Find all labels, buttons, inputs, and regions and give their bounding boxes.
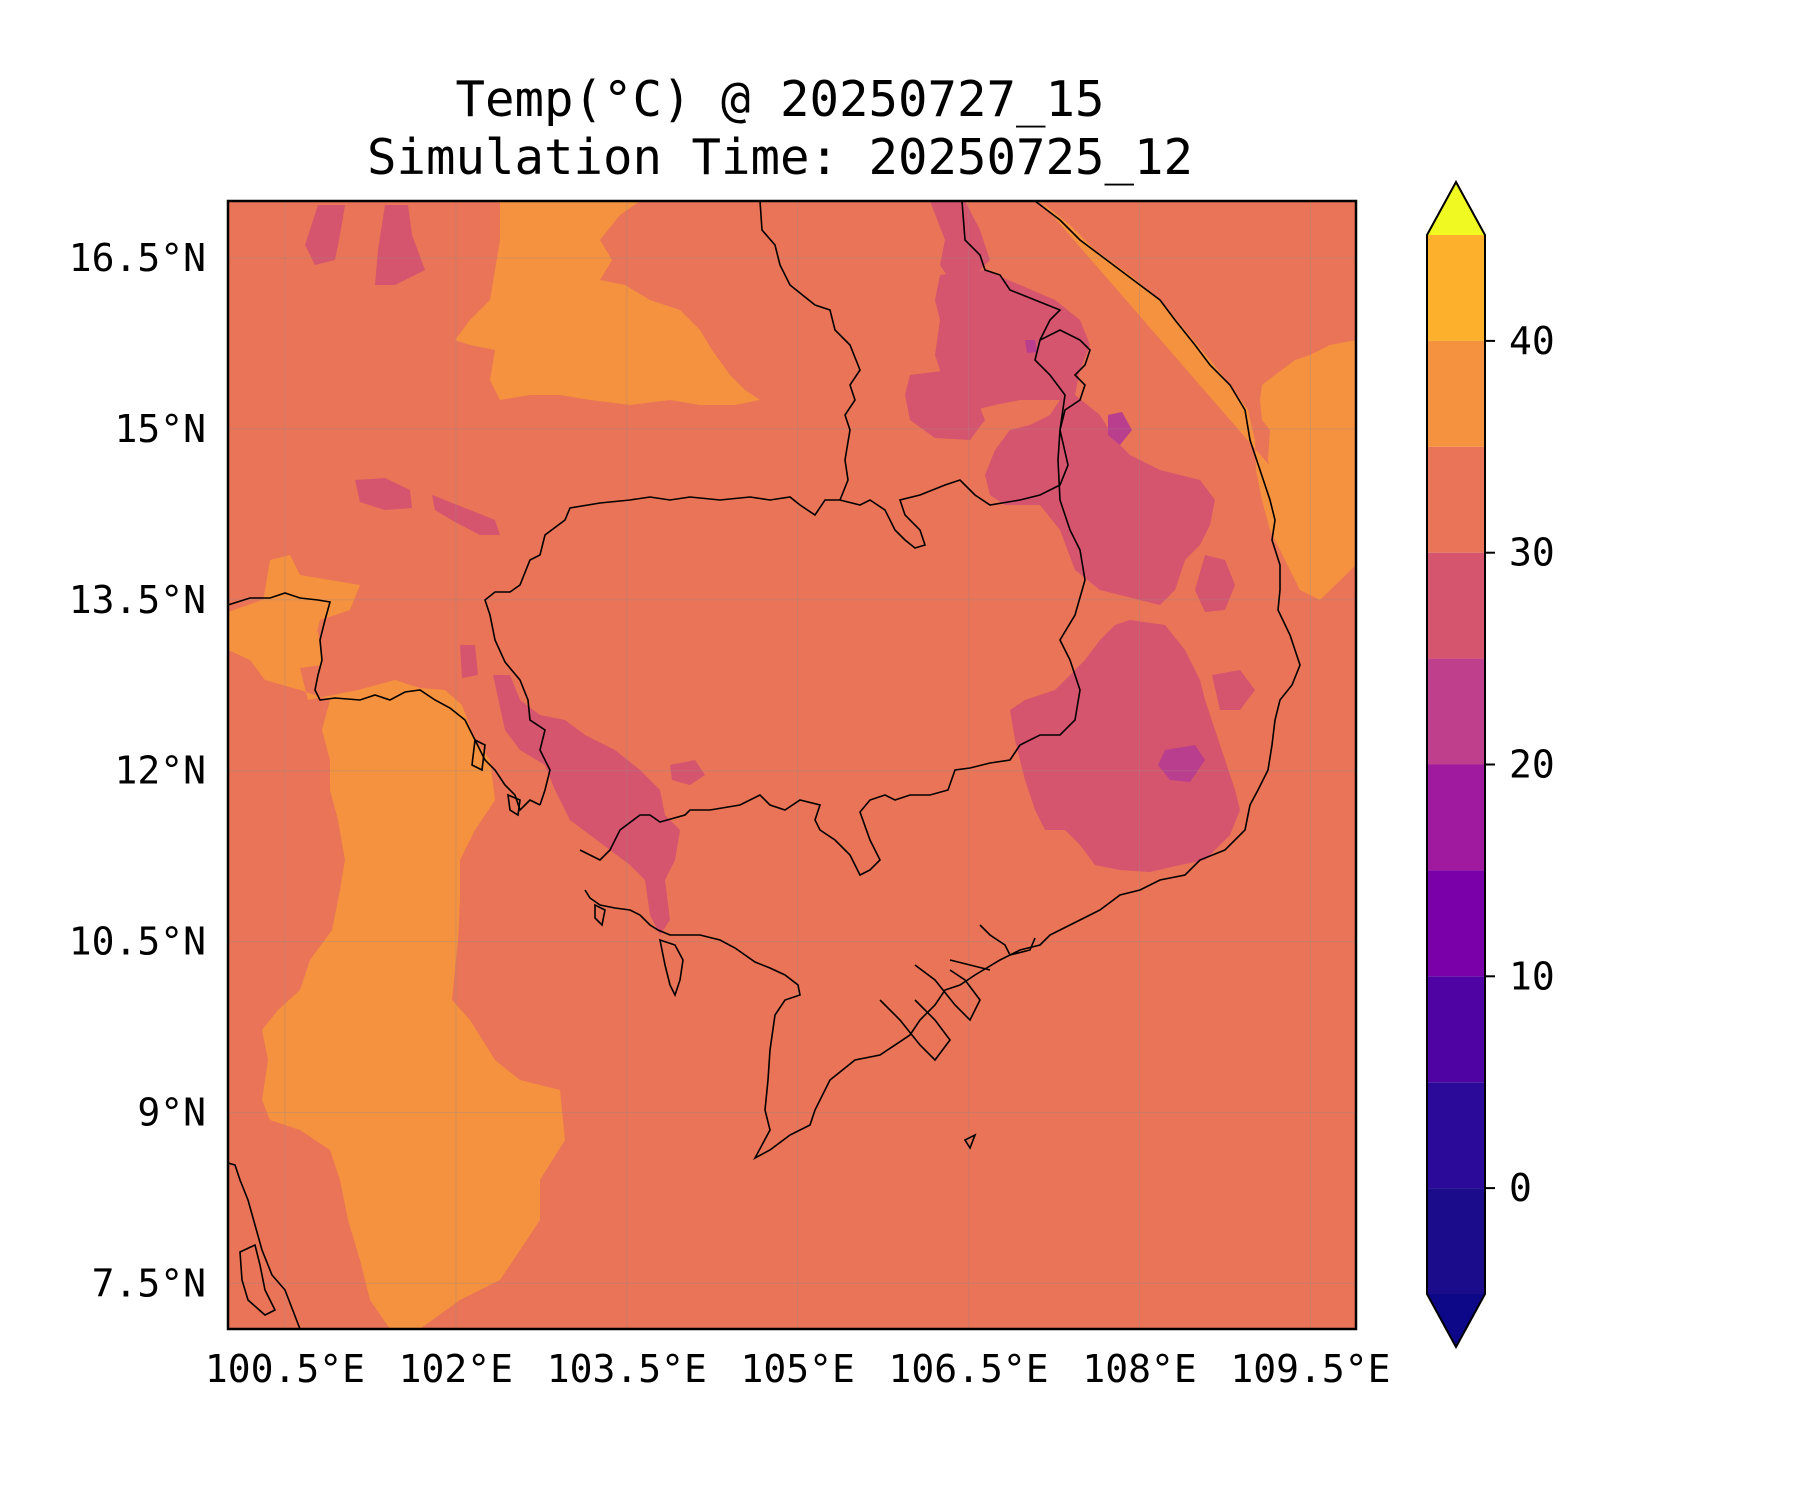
y-tick-label: 10.5°N: [69, 920, 206, 964]
colorbar-tick-label: 0: [1509, 1166, 1532, 1210]
x-tick-label: 109.5°E: [1230, 1347, 1390, 1391]
cool-region-north-3: [930, 201, 990, 280]
x-tick-label: 103.5°E: [547, 1347, 707, 1391]
cool-region-central-highlands: [935, 270, 1215, 605]
x-tick-label: 108°E: [1082, 1347, 1196, 1391]
cool-region-cardamom: [493, 675, 680, 935]
x-tick-label: 102°E: [399, 1347, 513, 1391]
cambodia-border: [484, 329, 1091, 877]
laos-vietnam-border: [961, 201, 1062, 341]
chart-title-line-1: Temp(°C) @ 20250727_15: [455, 71, 1105, 128]
thailand-gulf-islands: [471, 738, 606, 927]
cool-region-west-streak: [432, 495, 500, 535]
warm-region-south-china-sea: [1040, 201, 1356, 600]
x-tick-label: 105°E: [741, 1347, 855, 1391]
cool-region-southern-highlands: [1010, 620, 1240, 872]
x-tick-label: 106.5°E: [889, 1347, 1049, 1391]
warm-region-thailand-north: [455, 201, 760, 405]
cold-region-peak-3: [1025, 340, 1037, 353]
colorbar-segment: [1427, 976, 1485, 1083]
warm-region-gulf-west: [228, 598, 565, 1329]
y-tick-label: 12°N: [114, 749, 206, 793]
malay-island: [239, 1243, 277, 1316]
cool-region-north-2: [375, 205, 425, 285]
chart-title-line-2: Simulation Time: 20250725_12: [366, 129, 1193, 186]
colorbar-segment: [1427, 658, 1485, 765]
colorbar-segment: [1427, 552, 1485, 659]
x-axis: 100.5°E 102°E 103.5°E 105°E 106.5°E 108°E 109.…: [205, 1347, 1391, 1391]
colorbar-segment: [1427, 1082, 1485, 1189]
con-dao-island: [963, 1133, 977, 1150]
colorbar-tick-label: 40: [1509, 319, 1555, 363]
colorbar-segment: [1427, 1188, 1485, 1294]
y-tick-label: 9°N: [137, 1091, 206, 1135]
y-tick-label: 7.5°N: [92, 1261, 206, 1305]
thailand-laos-border: [759, 201, 861, 501]
colorbar-segment: [1427, 340, 1485, 447]
y-tick-label: 16.5°N: [69, 236, 206, 280]
colorbar: 0 10 20 30 40: [1426, 179, 1555, 1350]
cold-region-peak-1: [1108, 412, 1132, 445]
y-axis: 16.5°N 15°N 13.5°N 12°N 10.5°N 9°N 7.5°N: [69, 236, 206, 1305]
map-frame-border: [226, 199, 1358, 1331]
phu-quoc-island: [658, 938, 684, 998]
warm-region-small-west: [260, 555, 360, 665]
coastlines-and-borders: [228, 201, 1301, 1329]
cold-region-peak-2: [1158, 745, 1205, 782]
colorbar-extend-min: [1427, 1294, 1485, 1347]
map-plot-area: [228, 201, 1356, 1329]
colorbar-extend-max: [1427, 182, 1485, 235]
x-tick-label: 100.5°E: [205, 1347, 365, 1391]
cool-region-spot-1: [460, 645, 478, 678]
malay-coast: [228, 1162, 301, 1329]
y-tick-label: 15°N: [114, 407, 206, 451]
cool-region-spot-2: [670, 760, 705, 785]
colorbar-outline: [1426, 179, 1486, 1350]
cool-region-west-small: [355, 478, 412, 510]
colorbar-segment: [1427, 446, 1485, 553]
y-tick-label: 13.5°N: [69, 578, 206, 622]
colorbar-tick-label: 30: [1509, 531, 1555, 575]
mekong-delta-channels: [879, 924, 1036, 1062]
colorbar-segment: [1427, 764, 1485, 871]
colorbar-tick-label: 20: [1509, 743, 1555, 787]
cool-region-small-east: [1212, 670, 1255, 710]
cool-region-small-ne: [1195, 555, 1235, 612]
colorbar-tick-label: 10: [1509, 954, 1555, 998]
colorbar-segment: [1427, 235, 1485, 341]
cool-region-spot-3: [905, 370, 985, 440]
colorbar-segment: [1427, 870, 1485, 977]
thailand-west-border: [228, 592, 541, 812]
cool-region-north-1: [305, 205, 345, 265]
map-gridlines: [228, 201, 1356, 1329]
